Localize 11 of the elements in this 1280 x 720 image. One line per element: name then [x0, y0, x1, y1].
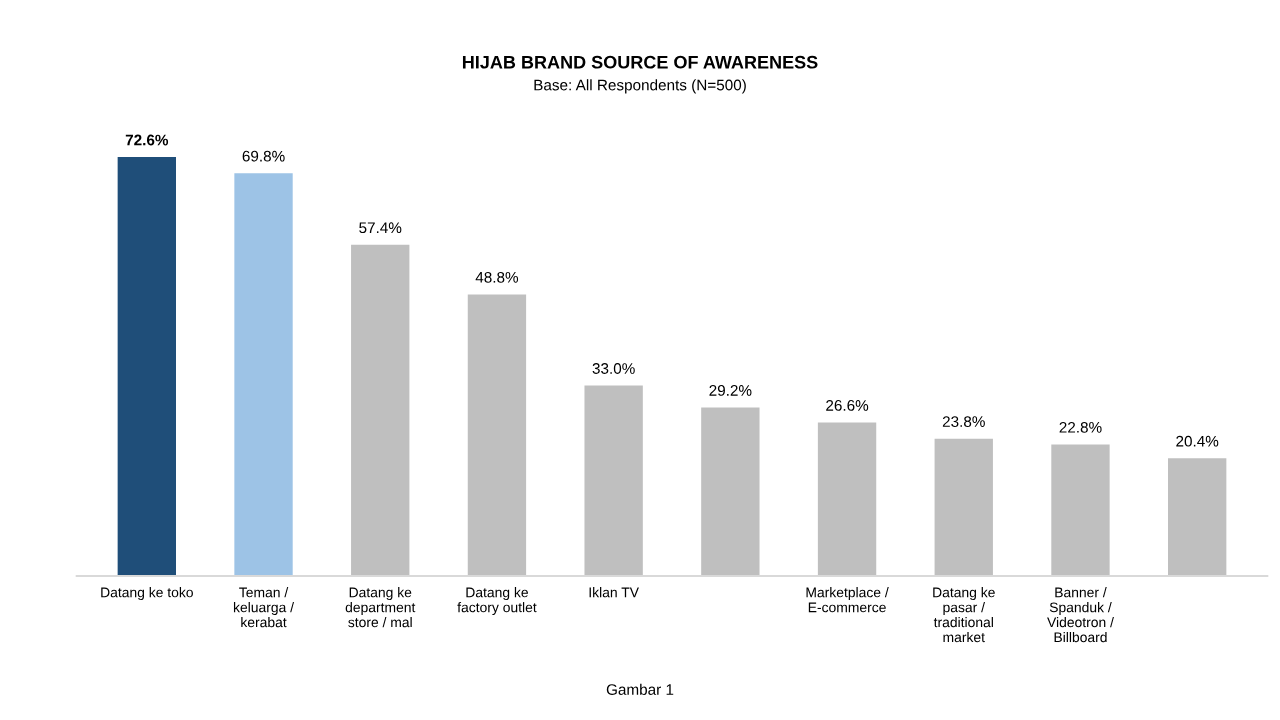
bar: [701, 407, 760, 576]
bar: [934, 438, 993, 576]
bar: [351, 244, 410, 576]
bar: [1168, 458, 1227, 576]
bar: [1051, 444, 1110, 576]
bar: [584, 385, 643, 576]
bar: [467, 294, 527, 576]
chart-title: HIJAB BRAND SOURCE OF AWARENESS: [462, 55, 818, 69]
bar: [117, 157, 176, 576]
bar: [817, 422, 877, 576]
bar: [234, 173, 293, 576]
